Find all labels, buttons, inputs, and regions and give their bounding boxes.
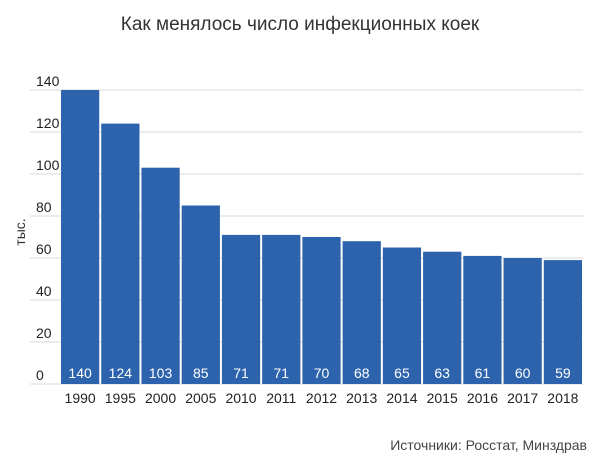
bar-value-label: 65 <box>394 365 410 381</box>
bar-2016 <box>463 255 502 384</box>
bars <box>61 90 582 384</box>
bar-2005 <box>181 205 220 384</box>
x-axis-ticks: 1990 1995 2000 2005 2010 2011 2012 2013 2014 2015… <box>65 390 579 406</box>
bar-value-label: 68 <box>354 365 370 381</box>
bar-value-label: 70 <box>314 365 330 381</box>
bar-value-label: 140 <box>68 365 92 381</box>
bar-2000 <box>141 167 180 384</box>
bar-value-label: 85 <box>193 365 209 381</box>
x-tick-label: 2000 <box>145 390 176 406</box>
bar-value-label: 60 <box>515 365 531 381</box>
bar-value-label: 103 <box>149 365 173 381</box>
x-tick-label: 2017 <box>507 390 538 406</box>
bar-2017 <box>503 258 542 384</box>
x-tick-label: 2013 <box>346 390 377 406</box>
bar-data-labels: 140 124 103 85 71 71 70 68 65 63 61 60 59 <box>68 365 570 381</box>
y-tick-label: 60 <box>36 241 52 257</box>
y-tick-label: 40 <box>36 283 52 299</box>
bar-2010 <box>221 234 261 384</box>
bar-value-label: 71 <box>273 365 289 381</box>
bar-2013 <box>342 241 381 384</box>
y-tick-label: 120 <box>36 115 60 131</box>
x-tick-label: 2010 <box>225 390 256 406</box>
x-tick-label: 1990 <box>65 390 96 406</box>
bar-value-label: 61 <box>475 365 491 381</box>
bar-2018 <box>543 260 582 384</box>
x-tick-label: 2005 <box>185 390 216 406</box>
y-tick-label: 140 <box>36 73 60 89</box>
bar-value-label: 59 <box>555 365 571 381</box>
y-tick-label: 80 <box>36 199 52 215</box>
x-tick-label: 2016 <box>467 390 498 406</box>
bar-value-label: 71 <box>233 365 249 381</box>
y-tick-label: 100 <box>36 157 60 173</box>
bar-1990 <box>61 90 100 384</box>
y-tick-label: 0 <box>36 367 44 383</box>
x-tick-label: 2018 <box>547 390 578 406</box>
bar-2015 <box>423 251 462 384</box>
y-axis-ticks: 0 20 40 60 80 100 120 140 <box>36 73 60 383</box>
bar-2014 <box>382 247 422 384</box>
x-tick-label: 2014 <box>386 390 417 406</box>
bar-2012 <box>302 237 341 384</box>
y-tick-label: 20 <box>36 325 52 341</box>
chart-title: Как менялось число инфекционных коек <box>121 14 480 35</box>
bar-value-label: 124 <box>109 365 133 381</box>
y-axis-label: тыс. <box>12 218 28 245</box>
x-tick-label: 1995 <box>105 390 136 406</box>
bar-value-label: 63 <box>434 365 450 381</box>
source-note: Источники: Росстат, Минздрав <box>390 437 587 453</box>
x-tick-label: 2015 <box>427 390 458 406</box>
x-tick-label: 2012 <box>306 390 337 406</box>
bar-2011 <box>262 234 301 384</box>
x-tick-label: 2011 <box>266 390 296 406</box>
bar-1995 <box>101 123 140 384</box>
